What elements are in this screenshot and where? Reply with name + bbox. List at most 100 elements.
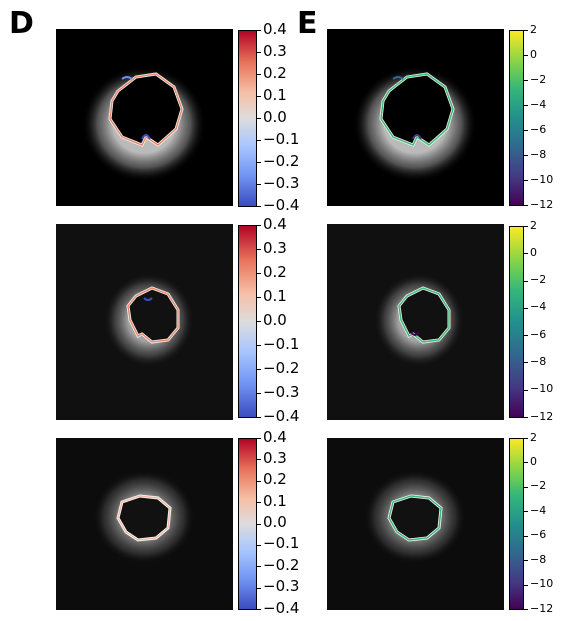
colorbar-tick-mark [257, 481, 261, 482]
colorbar-tick-mark [257, 184, 261, 185]
colorbar-e-row1 [509, 30, 524, 206]
colorbar-tick-label: −10 [530, 577, 554, 590]
colorbar-tick-label: 0.0 [263, 311, 287, 329]
colorbar-tick-mark [257, 588, 261, 589]
colorbar-tick-label: −0.1 [263, 534, 300, 552]
colorbar-tick-label: −4 [530, 300, 547, 313]
colorbar-tick-label: −8 [530, 553, 547, 566]
colorbar-tick-label: −6 [530, 528, 547, 541]
colorbar-tick-label: −12 [530, 602, 554, 615]
colorbar-tick-mark [257, 162, 261, 163]
colorbar-tick-label: −0.1 [263, 130, 300, 148]
colorbar-tick-mark [524, 130, 528, 131]
colorbar-tick-mark [257, 74, 261, 75]
colorbar-tick-mark [524, 105, 528, 106]
negative-curvature-mark [143, 297, 153, 301]
colorbar-tick-mark [524, 438, 528, 439]
panel-letter-e: E [297, 6, 318, 41]
colorbar-tick-label: −0.3 [263, 174, 300, 192]
colorbar-tick-mark [257, 273, 261, 274]
colorbar-tick-label: −8 [530, 355, 547, 368]
colorbar-tick-mark [257, 345, 261, 346]
colorbar-tick-mark [524, 390, 528, 391]
colorbar-tick-mark [257, 321, 261, 322]
colorbar-tick-mark [257, 96, 261, 97]
colorbar-tick-mark [524, 417, 528, 418]
cell-boundary-colored [388, 495, 442, 541]
colorbar-tick-mark [524, 335, 528, 336]
colorbar-tick-mark [257, 417, 261, 418]
colorbar-tick-mark [524, 155, 528, 156]
colorbar-tick-mark [524, 80, 528, 81]
colorbar-tick-mark [257, 297, 261, 298]
colorbar-tick-mark [257, 118, 261, 119]
colorbar-tick-label: −0.2 [263, 152, 300, 170]
colorbar-tick-mark [257, 393, 261, 394]
negative-curvature-mark [121, 76, 133, 80]
colorbar-tick-label: 0.4 [263, 428, 287, 446]
colorbar-tick-label: −2 [530, 273, 547, 286]
colorbar-tick-label: 0.0 [263, 108, 287, 126]
colorbar-tick-label: 2 [530, 219, 537, 232]
colorbar-tick-mark [524, 511, 528, 512]
colorbar-e-row2 [509, 226, 524, 418]
colorbar-tick-label: −10 [530, 173, 554, 186]
colorbar-tick-mark [524, 253, 528, 254]
colorbar-tick-label: −0.2 [263, 359, 300, 377]
colorbar-tick-label: 0.2 [263, 64, 287, 82]
colorbar-tick-label: 0.3 [263, 239, 287, 257]
colorbar-tick-mark [257, 225, 261, 226]
colorbar-tick-mark [524, 362, 528, 363]
colorbar-d-row3 [238, 438, 257, 610]
colorbar-tick-mark [257, 566, 261, 567]
negative-curvature-mark [412, 134, 422, 140]
colorbar-tick-label: 0 [530, 246, 537, 259]
colorbar-tick-label: 0 [530, 48, 537, 61]
colorbar-tick-label: −0.3 [263, 383, 300, 401]
colorbar-tick-mark [524, 30, 528, 31]
colorbar-tick-label: 0.2 [263, 263, 287, 281]
colorbar-tick-mark [524, 55, 528, 56]
image-d-row1 [56, 29, 233, 206]
colorbar-tick-mark [524, 281, 528, 282]
colorbar-tick-label: 0 [530, 455, 537, 468]
colorbar-tick-mark [257, 502, 261, 503]
image-e-row2 [327, 224, 504, 420]
colorbar-tick-mark [257, 52, 261, 53]
colorbar-tick-label: 0.3 [263, 449, 287, 467]
cell-boundary-colored [380, 73, 454, 146]
panel-letter-d: D [9, 6, 34, 41]
colorbar-tick-mark [524, 609, 528, 610]
colorbar-tick-label: −6 [530, 328, 547, 341]
colorbar-tick-label: −0.4 [263, 599, 300, 617]
colorbar-tick-label: 0.1 [263, 492, 287, 510]
colorbar-tick-mark [524, 226, 528, 227]
colorbar-tick-label: 0.4 [263, 215, 287, 233]
colorbar-tick-label: −12 [530, 410, 554, 423]
colorbar-tick-label: −2 [530, 73, 547, 86]
negative-curvature-mark [141, 134, 151, 140]
colorbar-tick-mark [524, 308, 528, 309]
colorbar-tick-label: 0.1 [263, 287, 287, 305]
colorbar-tick-label: −10 [530, 382, 554, 395]
negative-curvature-mark [410, 331, 420, 336]
colorbar-e-row3 [509, 438, 524, 610]
colorbar-tick-label: −8 [530, 148, 547, 161]
colorbar-tick-mark [257, 249, 261, 250]
colorbar-tick-label: 0.0 [263, 513, 287, 531]
colorbar-tick-mark [524, 462, 528, 463]
colorbar-tick-mark [524, 487, 528, 488]
colorbar-tick-mark [257, 545, 261, 546]
colorbar-tick-label: −0.4 [263, 407, 300, 425]
colorbar-tick-mark [257, 206, 261, 207]
colorbar-tick-label: 0.2 [263, 470, 287, 488]
colorbar-tick-label: −0.1 [263, 335, 300, 353]
colorbar-tick-mark [257, 459, 261, 460]
colorbar-tick-label: −6 [530, 123, 547, 136]
colorbar-tick-label: 0.4 [263, 20, 287, 38]
colorbar-tick-label: 2 [530, 431, 537, 444]
image-d-row3 [56, 438, 233, 610]
colorbar-tick-mark [524, 205, 528, 206]
colorbar-tick-mark [524, 560, 528, 561]
colorbar-tick-mark [257, 369, 261, 370]
